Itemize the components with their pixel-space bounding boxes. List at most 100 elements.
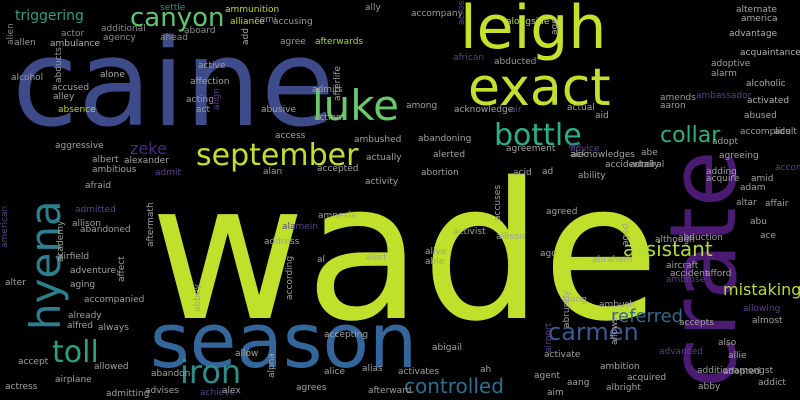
cloud-word: abused — [744, 111, 777, 121]
cloud-word: accidentally — [605, 160, 660, 170]
cloud-word: acquire — [706, 174, 740, 184]
cloud-word: abby — [698, 382, 721, 392]
cloud-word: activity — [365, 177, 399, 187]
cloud-word: admits — [312, 85, 343, 95]
cloud-word: altar — [736, 198, 757, 208]
cloud-word: align — [212, 88, 222, 110]
cloud-word: allison — [496, 232, 525, 242]
cloud-word: alliance — [230, 17, 265, 27]
cloud-word: almost — [752, 316, 783, 326]
cloud-word: controlled — [404, 374, 504, 398]
cloud-word: american — [0, 206, 10, 248]
cloud-word: leigh — [460, 0, 606, 63]
cloud-word: allie — [728, 351, 747, 361]
cloud-word: alexander — [124, 156, 169, 166]
cloud-word: ambition — [600, 362, 640, 372]
cloud-word: agreeing — [719, 151, 759, 161]
cloud-word: allow — [235, 349, 258, 359]
cloud-word: act — [196, 105, 210, 115]
cloud-word: accompanies — [775, 163, 800, 173]
cloud-word: alerted — [433, 150, 465, 160]
cloud-word: aging — [70, 280, 95, 290]
cloud-word: accept — [18, 357, 49, 367]
cloud-word: ally — [365, 3, 382, 13]
cloud-word: agent — [534, 371, 560, 381]
cloud-word: alter — [5, 278, 26, 288]
cloud-word: allison — [72, 219, 101, 229]
cloud-word: admiral — [630, 160, 664, 170]
cloud-word: accused — [52, 83, 89, 93]
cloud-word: alien — [6, 23, 16, 45]
cloud-word: alongside — [506, 17, 550, 27]
cloud-word: alpha — [267, 353, 277, 378]
cloud-word: ambitious — [92, 165, 137, 175]
cloud-word: afterlife — [333, 66, 343, 101]
cloud-word: accompanied — [84, 295, 144, 305]
cloud-word: amid — [751, 174, 774, 184]
cloud-word: airport — [544, 322, 554, 353]
cloud-word: allowed — [94, 362, 129, 372]
cloud-word: abigail — [432, 343, 462, 353]
cloud-word: accomplice — [740, 127, 791, 137]
cloud-word: alert — [366, 253, 387, 263]
cloud-word: advantage — [729, 29, 778, 39]
cloud-word: carmen — [548, 318, 639, 346]
cloud-word: advice — [570, 144, 600, 154]
cloud-word: afterwards — [315, 37, 363, 47]
cloud-word: agree — [280, 37, 306, 47]
cloud-word: advanced — [659, 347, 703, 357]
cloud-word: although — [655, 235, 695, 245]
cloud-word: accident — [670, 269, 709, 279]
cloud-word: achieve — [200, 388, 236, 398]
cloud-word: alex — [222, 386, 241, 396]
cloud-word: ability — [578, 171, 606, 181]
cloud-word: aged — [621, 224, 631, 246]
cloud-word: accepts — [679, 318, 714, 328]
cloud-word: adding — [706, 167, 737, 177]
cloud-word: canyon — [130, 3, 224, 33]
cloud-word: aid — [595, 111, 609, 121]
cloud-word: albert — [92, 155, 119, 165]
cloud-word: along — [562, 295, 587, 305]
cloud-word: advises — [145, 386, 179, 396]
cloud-word: crate — [650, 151, 757, 388]
cloud-word: iron — [180, 353, 241, 391]
cloud-word: alive — [425, 247, 447, 257]
cloud-word: admitting — [106, 389, 149, 399]
cloud-word: actual — [567, 103, 595, 113]
cloud-word: hyena — [21, 200, 70, 330]
cloud-word: allows — [610, 317, 620, 345]
cloud-word: abbey — [193, 284, 203, 312]
cloud-word: abducts — [54, 47, 64, 83]
cloud-word: alcohol — [11, 73, 43, 83]
cloud-word: airfield — [58, 252, 89, 262]
cloud-word: alec — [570, 150, 589, 160]
cloud-word: ambush — [599, 300, 635, 310]
cloud-word: al — [317, 255, 325, 265]
cloud-word: also — [718, 338, 737, 348]
cloud-word: addict — [758, 378, 786, 388]
cloud-word: caine — [12, 15, 335, 154]
cloud-word: afford — [705, 269, 731, 279]
cloud-word: accusing — [273, 17, 313, 27]
cloud-word: wade — [150, 142, 659, 363]
cloud-word: abu — [750, 217, 767, 227]
cloud-word: adopt — [712, 137, 738, 147]
cloud-word: ambulance — [50, 39, 100, 49]
cloud-word: african — [453, 53, 484, 63]
cloud-word: abandoned — [80, 225, 131, 235]
cloud-word: assistant — [623, 237, 713, 261]
cloud-word: accompany — [411, 9, 464, 19]
cloud-word: able — [425, 257, 445, 267]
cloud-word: referred — [611, 306, 683, 327]
cloud-word: acid — [513, 168, 532, 178]
cloud-word: admitted — [75, 205, 116, 215]
cloud-word: always — [98, 323, 129, 333]
cloud-word: agreed — [546, 207, 578, 217]
cloud-word: airplane — [55, 375, 92, 385]
cloud-word: allen — [14, 38, 36, 48]
cloud-word: add — [241, 28, 251, 45]
cloud-word: acting — [186, 95, 214, 105]
